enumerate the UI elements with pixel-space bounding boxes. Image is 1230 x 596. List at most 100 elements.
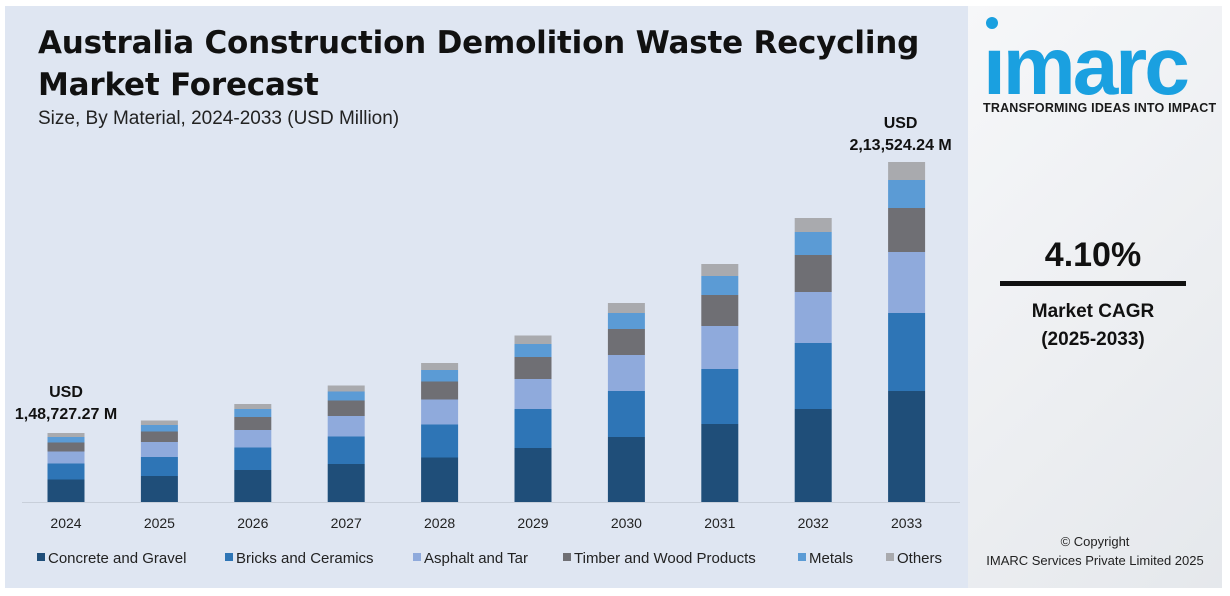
x-tick-label-2026: 2026 bbox=[237, 515, 268, 531]
bar-segment-asphalt-and-tar-2032 bbox=[794, 292, 832, 343]
bar-segment-asphalt-and-tar-2027 bbox=[327, 416, 365, 437]
legend-swatch-others bbox=[886, 553, 894, 561]
x-tick-label-2028: 2028 bbox=[424, 515, 455, 531]
legend-label-metals: Metals bbox=[809, 550, 853, 567]
bar-segment-asphalt-and-tar-2029 bbox=[514, 379, 552, 409]
bar-segment-asphalt-and-tar-2031 bbox=[701, 326, 739, 369]
bar-segment-concrete-and-gravel-2031 bbox=[701, 424, 739, 502]
bar-segment-others-2031 bbox=[701, 264, 739, 276]
chart-subtitle: Size, By Material, 2024-2033 (USD Millio… bbox=[38, 108, 400, 129]
copyright-line2: IMARC Services Private Limited 2025 bbox=[986, 553, 1204, 568]
copyright: © Copyright IMARC Services Private Limit… bbox=[975, 532, 1215, 570]
x-tick-label-2033: 2033 bbox=[891, 515, 922, 531]
legend-label-asphalt-and-tar: Asphalt and Tar bbox=[424, 550, 528, 567]
bar-segment-timber-and-wood-products-2026 bbox=[234, 417, 272, 430]
bar-segment-timber-and-wood-products-2024 bbox=[47, 442, 85, 452]
bar-segment-metals-2027 bbox=[327, 391, 365, 401]
svg-text:ımarc: ımarc bbox=[984, 21, 1188, 100]
x-tick-label-2032: 2032 bbox=[798, 515, 829, 531]
bar-segment-concrete-and-gravel-2024 bbox=[47, 479, 85, 502]
end-annotation-value: 2,13,524.24 M bbox=[849, 137, 951, 154]
bar-segment-others-2025 bbox=[140, 420, 178, 425]
bar-segment-others-2027 bbox=[327, 385, 365, 392]
bar-segment-bricks-and-ceramics-2026 bbox=[234, 447, 272, 470]
bar-segment-asphalt-and-tar-2030 bbox=[607, 355, 645, 391]
bar-segment-concrete-and-gravel-2027 bbox=[327, 464, 365, 502]
side-panel bbox=[968, 6, 1222, 588]
x-tick-label-2030: 2030 bbox=[611, 515, 642, 531]
legend-label-bricks-and-ceramics: Bricks and Ceramics bbox=[236, 550, 374, 567]
x-tick-label-2024: 2024 bbox=[50, 515, 81, 531]
bar-segment-others-2029 bbox=[514, 335, 552, 344]
bar-segment-metals-2025 bbox=[140, 425, 178, 432]
bar-segment-others-2032 bbox=[794, 218, 832, 232]
bar-segment-timber-and-wood-products-2025 bbox=[140, 431, 178, 442]
bar-segment-timber-and-wood-products-2033 bbox=[888, 208, 926, 252]
bar-segment-bricks-and-ceramics-2028 bbox=[421, 424, 459, 458]
legend-swatch-concrete-and-gravel bbox=[37, 553, 45, 561]
copyright-line1: © Copyright bbox=[1060, 534, 1130, 549]
bar-segment-concrete-and-gravel-2029 bbox=[514, 448, 552, 502]
bar-segment-concrete-and-gravel-2026 bbox=[234, 470, 272, 502]
bar-segment-timber-and-wood-products-2031 bbox=[701, 295, 739, 326]
start-annotation-currency: USD bbox=[49, 384, 83, 401]
bar-segment-others-2026 bbox=[234, 404, 272, 409]
bar-segment-others-2024 bbox=[47, 433, 85, 437]
bar-segment-metals-2032 bbox=[794, 232, 832, 255]
bar-segment-others-2033 bbox=[888, 162, 926, 180]
imarc-logo: ımarc bbox=[984, 17, 1191, 100]
bar-segment-bricks-and-ceramics-2024 bbox=[47, 463, 85, 480]
bar-segment-bricks-and-ceramics-2025 bbox=[140, 457, 178, 476]
x-tick-label-2029: 2029 bbox=[517, 515, 548, 531]
bar-segment-metals-2033 bbox=[888, 180, 926, 208]
x-tick-label-2025: 2025 bbox=[144, 515, 175, 531]
bar-segment-metals-2026 bbox=[234, 409, 272, 417]
bar-segment-bricks-and-ceramics-2029 bbox=[514, 409, 552, 448]
cagr-value: 4.10% bbox=[1044, 236, 1142, 274]
x-tick-label-2031: 2031 bbox=[704, 515, 735, 531]
bar-segment-timber-and-wood-products-2030 bbox=[607, 329, 645, 355]
bar-segment-timber-and-wood-products-2028 bbox=[421, 381, 459, 400]
legend-swatch-metals bbox=[798, 553, 806, 561]
bar-segment-bricks-and-ceramics-2033 bbox=[888, 313, 926, 391]
bar-segment-timber-and-wood-products-2029 bbox=[514, 357, 552, 379]
stacked-bar-chart: 2024 2025 2026 2027 2028 2029 2030 2031 2032 2033… bbox=[15, 115, 960, 567]
bar-segment-asphalt-and-tar-2026 bbox=[234, 430, 272, 448]
start-annotation-value: 1,48,727.27 M bbox=[15, 406, 117, 423]
legend-swatch-asphalt-and-tar bbox=[413, 553, 421, 561]
bar-segment-concrete-and-gravel-2032 bbox=[794, 409, 832, 502]
bar-segment-concrete-and-gravel-2030 bbox=[607, 437, 645, 502]
cagr-label: Market CAGR (2025-2033) bbox=[1000, 298, 1186, 354]
cagr-divider bbox=[1000, 281, 1186, 286]
brand-tagline: TRANSFORMING IDEAS INTO IMPACT bbox=[983, 101, 1217, 115]
bar-segment-asphalt-and-tar-2024 bbox=[47, 451, 85, 464]
bar-segment-metals-2028 bbox=[421, 370, 459, 382]
bar-segment-concrete-and-gravel-2033 bbox=[888, 391, 926, 502]
bar-segment-concrete-and-gravel-2028 bbox=[421, 457, 459, 502]
bar-segment-metals-2024 bbox=[47, 437, 85, 443]
legend-swatch-timber-and-wood-products bbox=[563, 553, 571, 561]
bar-segment-metals-2030 bbox=[607, 313, 645, 329]
end-annotation-currency: USD bbox=[884, 115, 918, 132]
bar-segment-timber-and-wood-products-2027 bbox=[327, 400, 365, 416]
bar-segment-timber-and-wood-products-2032 bbox=[794, 255, 832, 292]
legend-label-others: Others bbox=[897, 550, 942, 567]
bar-segment-bricks-and-ceramics-2031 bbox=[701, 369, 739, 424]
bar-segment-metals-2029 bbox=[514, 344, 552, 357]
x-tick-label-2027: 2027 bbox=[331, 515, 362, 531]
bar-segment-others-2028 bbox=[421, 363, 459, 370]
bar-segment-asphalt-and-tar-2028 bbox=[421, 399, 459, 425]
bar-segment-bricks-and-ceramics-2030 bbox=[607, 391, 645, 437]
bar-segment-asphalt-and-tar-2033 bbox=[888, 252, 926, 313]
cagr-label-line2: (2025-2033) bbox=[1041, 329, 1145, 350]
bar-segment-concrete-and-gravel-2025 bbox=[140, 476, 178, 502]
bar-segment-others-2030 bbox=[607, 303, 645, 313]
bar-segment-bricks-and-ceramics-2027 bbox=[327, 436, 365, 464]
cagr-label-line1: Market CAGR bbox=[1031, 301, 1155, 322]
bar-segment-bricks-and-ceramics-2032 bbox=[794, 343, 832, 409]
bar-segment-metals-2031 bbox=[701, 276, 739, 295]
legend-label-concrete-and-gravel: Concrete and Gravel bbox=[48, 550, 186, 567]
chart-title: Australia Construction Demolition Waste … bbox=[38, 25, 920, 103]
legend-label-timber-and-wood-products: Timber and Wood Products bbox=[574, 550, 756, 567]
legend-swatch-bricks-and-ceramics bbox=[225, 553, 233, 561]
